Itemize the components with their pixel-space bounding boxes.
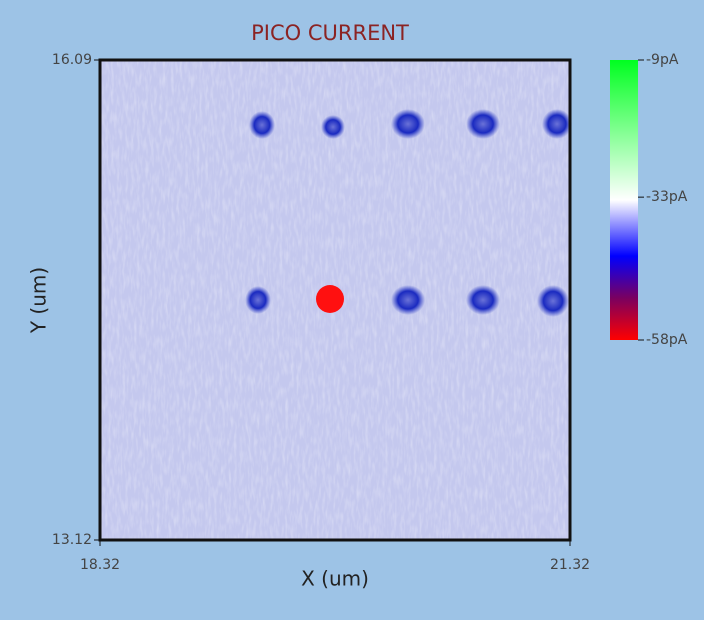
feature (245, 286, 271, 314)
feature (391, 285, 425, 315)
colorbar-tick-label: -58pA (646, 332, 688, 348)
image-frame (98, 58, 572, 542)
y-tick-label: 13.12 (52, 532, 92, 548)
image (98, 58, 572, 542)
feature (249, 111, 275, 139)
feature (537, 285, 569, 317)
chart-title: PICO CURRENT (251, 21, 409, 45)
feature (542, 109, 572, 139)
features (245, 109, 572, 317)
colorbar-tick-label: -33pA (646, 189, 688, 205)
x-tick-label: 21.32 (550, 557, 590, 573)
y-axis-label: Y (um) (27, 267, 51, 334)
colorbar (610, 60, 638, 340)
feature (391, 109, 425, 139)
y-tick-label: 16.09 (52, 52, 92, 68)
x-tick-label: 18.32 (80, 557, 120, 573)
feature (466, 109, 500, 139)
feature (466, 285, 500, 315)
colorbar-tick-label: -9pA (646, 52, 679, 68)
feature-hot (316, 285, 344, 313)
feature (321, 115, 345, 139)
x-axis-label: X (um) (301, 567, 369, 591)
